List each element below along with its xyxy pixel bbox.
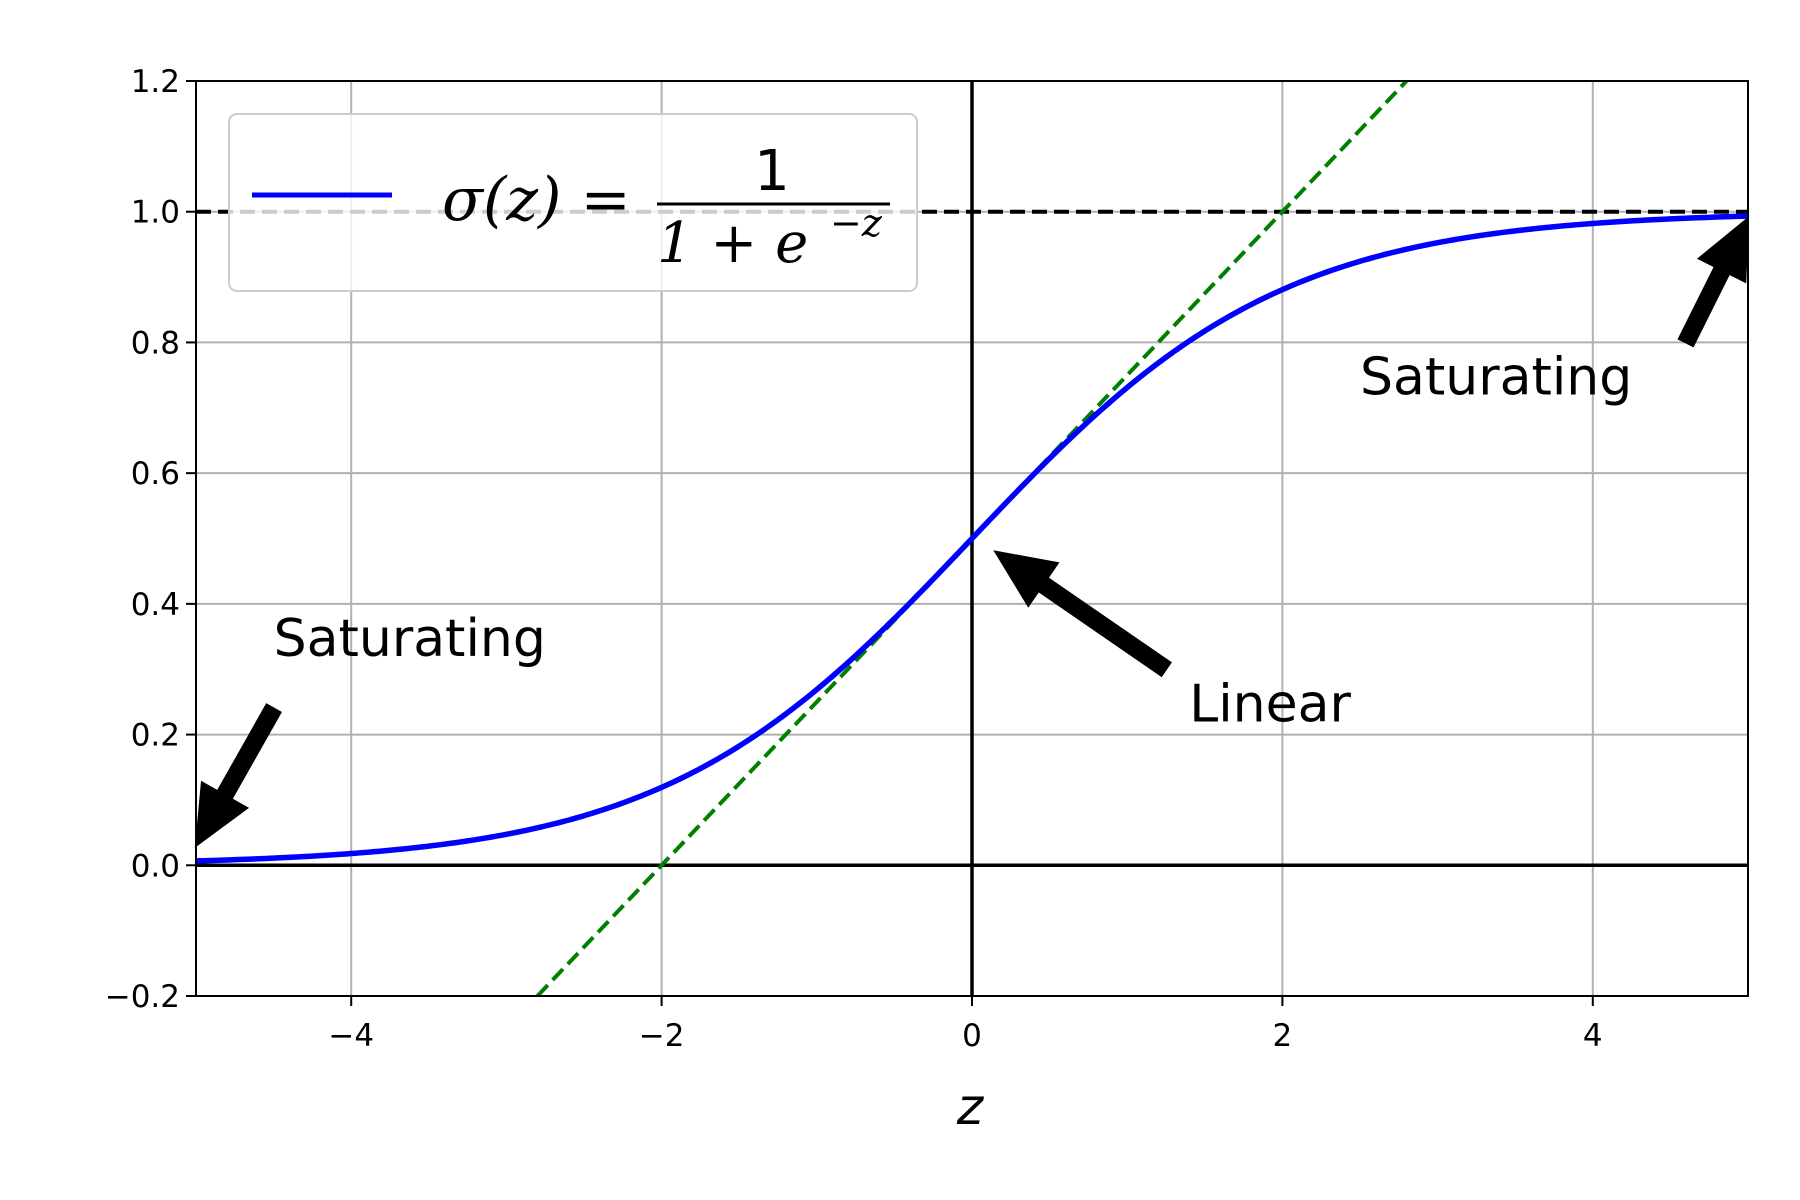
y-tick-label: −0.2	[105, 979, 180, 1015]
series-layer	[196, 213, 1748, 864]
axis-ticks: −4 −2 0 2 4 −0.2 0.0 0.2 0.4 0.6 0.8 1.0 1.2	[105, 64, 1603, 1054]
legend-lhs: σ(z) =	[442, 165, 631, 235]
y-tick-label: 0.8	[131, 325, 180, 361]
x-tick-label: 2	[1273, 1018, 1293, 1054]
x-tick-label: −4	[328, 1018, 374, 1054]
x-tick-label: 0	[962, 1018, 982, 1054]
y-tick-label: 0.4	[131, 587, 180, 623]
legend-numerator: 1	[754, 139, 790, 204]
sigmoid-curve	[196, 213, 1748, 864]
x-tick-label: 4	[1583, 1018, 1603, 1054]
legend-exponent: −z	[830, 201, 883, 245]
y-tick-label: 0.0	[131, 848, 180, 884]
y-tick-label: 0.2	[131, 718, 180, 754]
legend-box	[228, 113, 918, 292]
x-axis-label: z	[956, 1078, 985, 1136]
legend: σ(z) = 1 1 + e −z	[228, 113, 918, 292]
y-tick-label: 0.6	[131, 456, 180, 492]
y-tick-label: 1.0	[131, 195, 180, 231]
legend-denominator: 1 + e	[657, 211, 808, 276]
annotation-arrow	[993, 550, 1172, 678]
annotation-arrow	[194, 703, 282, 848]
annotations: Saturating Saturating Linear	[194, 216, 1750, 848]
x-tick-label: −2	[639, 1018, 685, 1054]
annotation-arrow	[1677, 216, 1750, 348]
annotation-label: Linear	[1189, 675, 1351, 735]
annotation-label: Saturating	[1360, 348, 1632, 408]
y-tick-label: 1.2	[131, 64, 180, 100]
annotation-label: Saturating	[274, 609, 546, 669]
